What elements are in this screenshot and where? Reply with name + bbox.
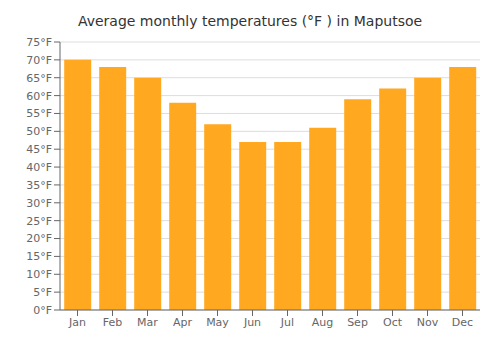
svg-text:Jan: Jan (68, 316, 86, 329)
svg-text:20°F: 20°F (26, 232, 52, 245)
svg-text:Mar: Mar (137, 316, 158, 329)
svg-text:Feb: Feb (103, 316, 122, 329)
svg-text:70°F: 70°F (26, 54, 52, 67)
svg-text:Jul: Jul (280, 316, 294, 329)
svg-text:Nov: Nov (417, 316, 439, 329)
svg-text:35°F: 35°F (26, 179, 52, 192)
svg-text:Oct: Oct (383, 316, 403, 329)
svg-text:55°F: 55°F (26, 107, 52, 120)
svg-text:5°F: 5°F (33, 286, 52, 299)
svg-text:Jun: Jun (243, 316, 261, 329)
svg-text:60°F: 60°F (26, 90, 52, 103)
svg-text:45°F: 45°F (26, 143, 52, 156)
svg-text:0°F: 0°F (33, 304, 52, 317)
svg-text:30°F: 30°F (26, 197, 52, 210)
svg-text:75°F: 75°F (26, 36, 52, 49)
svg-text:25°F: 25°F (26, 215, 52, 228)
svg-text:Sep: Sep (347, 316, 368, 329)
html-text:Average monthly temperatures (: Average monthly temperatures (°F ) in Ma… (77, 13, 423, 29)
svg-text:Aug: Aug (312, 316, 333, 329)
svg-text:Dec: Dec (452, 316, 473, 329)
svg-text:40°F: 40°F (26, 161, 52, 174)
svg-text:Apr: Apr (173, 316, 193, 329)
svg-text:65°F: 65°F (26, 72, 52, 85)
svg-text:50°F: 50°F (26, 125, 52, 138)
svg-text:10°F: 10°F (26, 268, 52, 281)
svg-text:15°F: 15°F (26, 250, 52, 263)
svg-text:May: May (206, 316, 229, 329)
